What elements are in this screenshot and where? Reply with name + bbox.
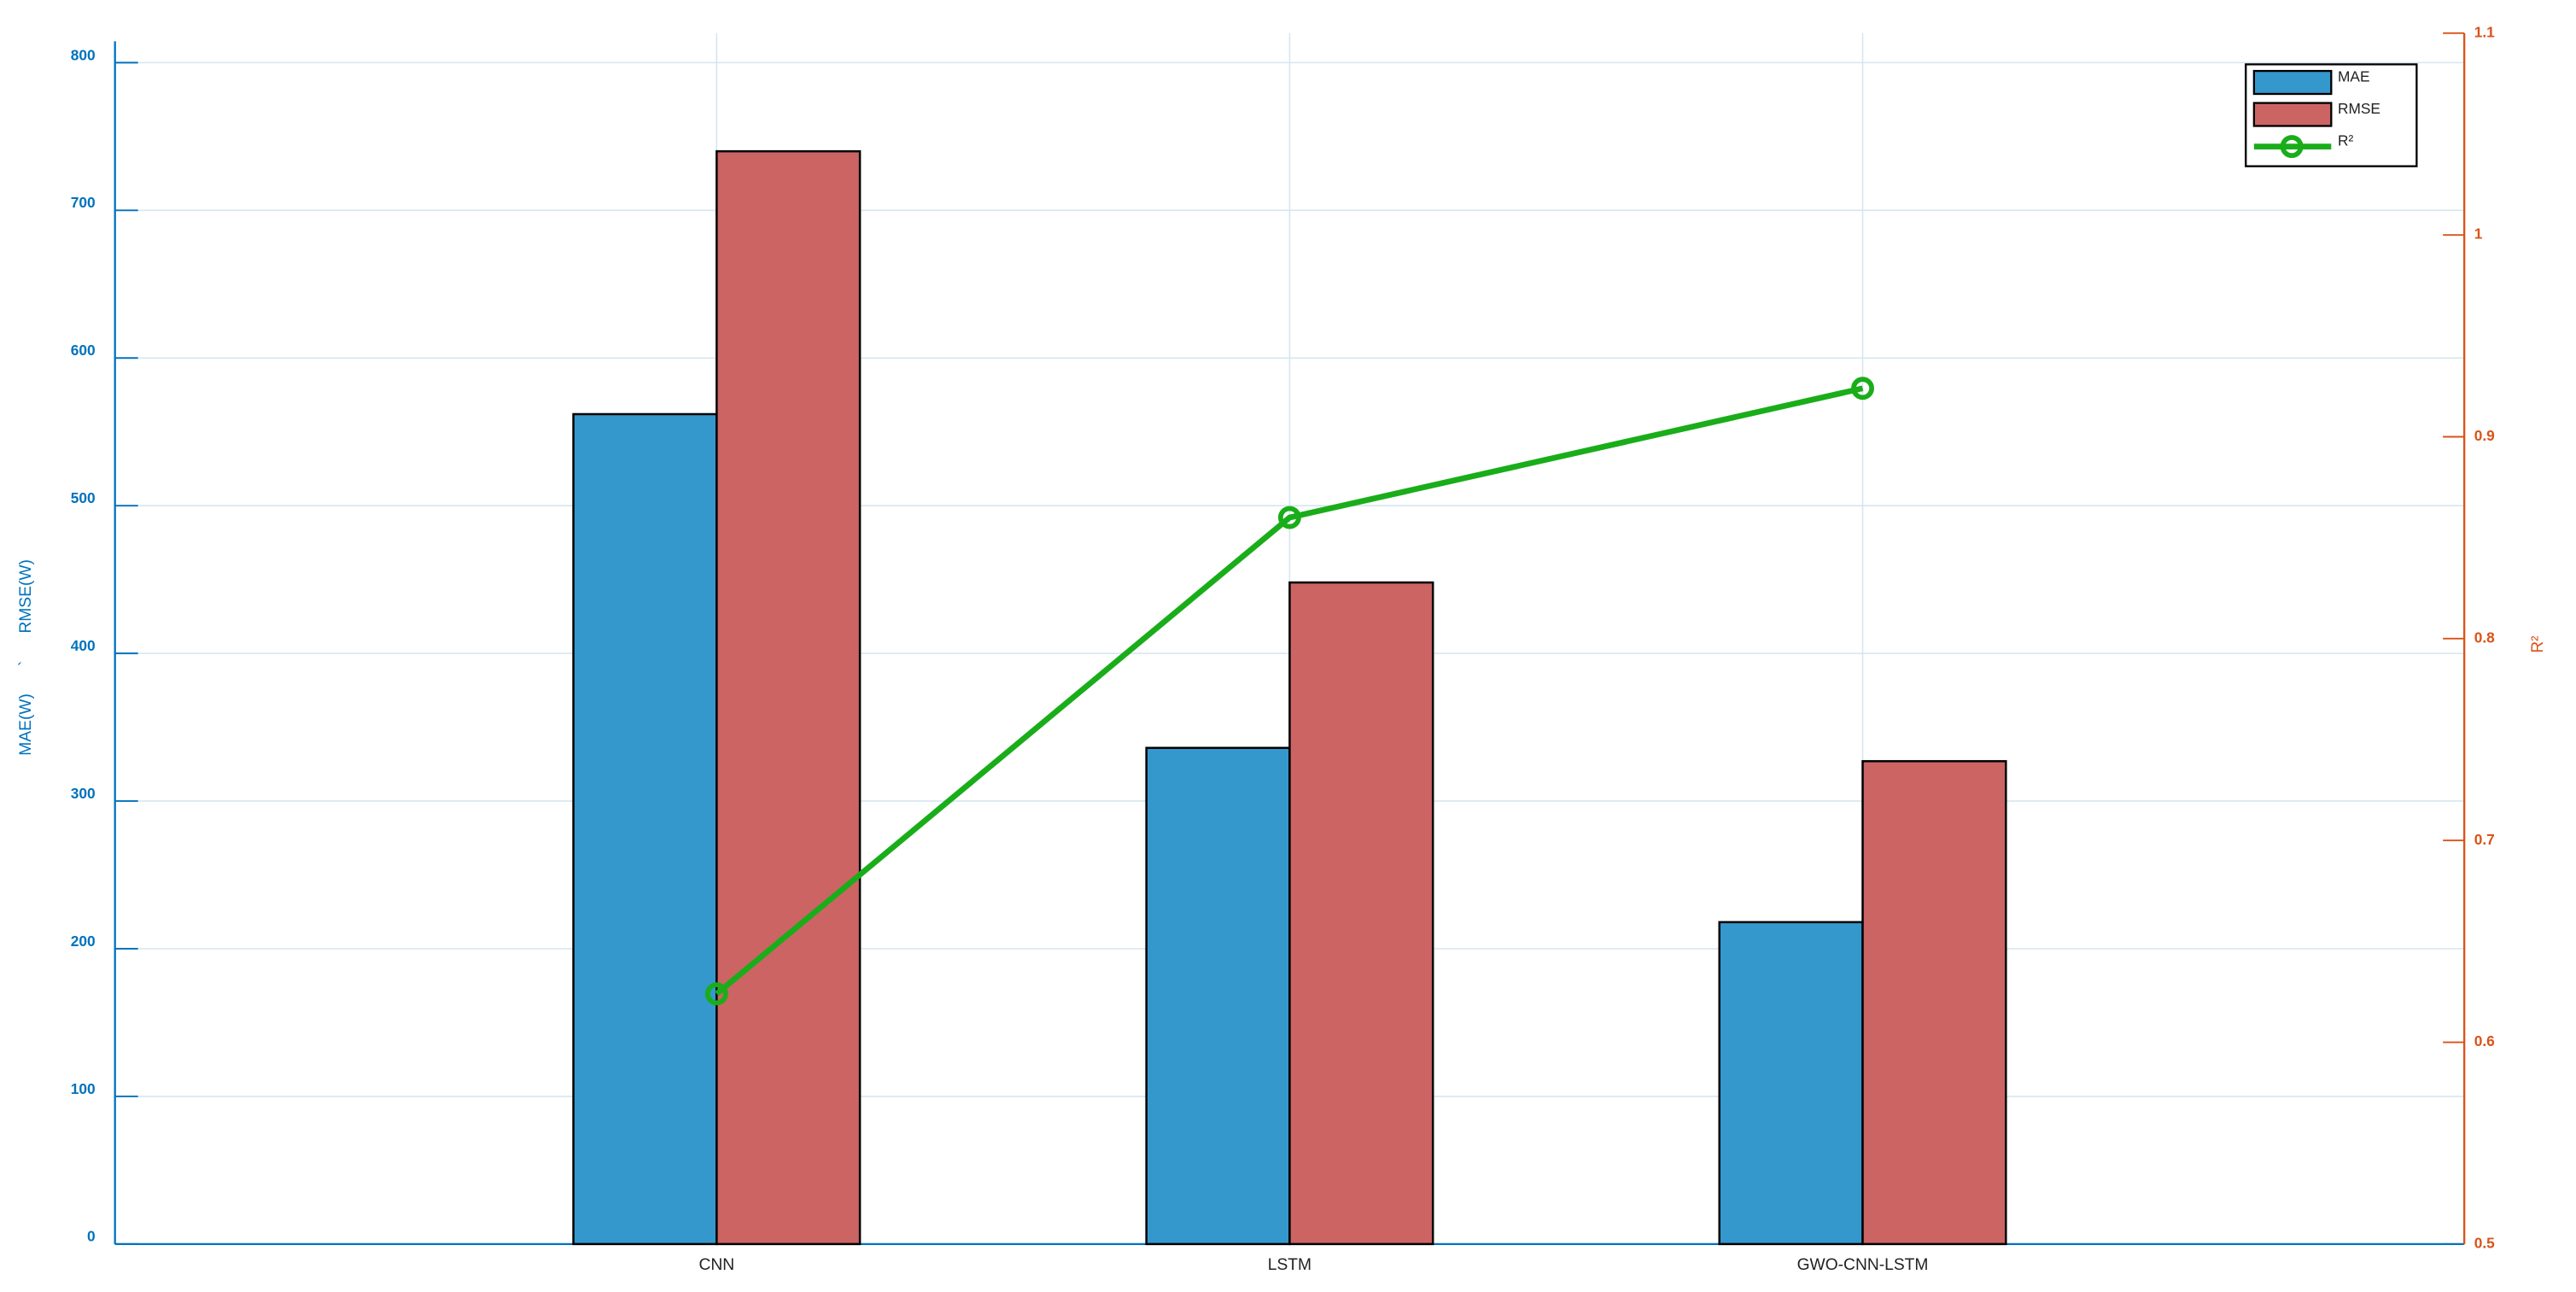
- y2-tick-label: 0.5: [2474, 1234, 2495, 1251]
- y-tick-label: 700: [71, 194, 96, 211]
- bar: [1861, 760, 2007, 1246]
- y2-tick-label: 0.9: [2474, 427, 2495, 444]
- x-tick-label: CNN: [698, 1256, 734, 1274]
- legend-swatch: [2252, 69, 2333, 96]
- y-tick-label: 400: [71, 637, 96, 654]
- legend-swatch: [2252, 102, 2333, 127]
- legend-marker: [2280, 135, 2304, 159]
- bar: [716, 149, 862, 1246]
- y2-tick-label: 1: [2474, 225, 2483, 243]
- y2-tick-label: 0.7: [2474, 831, 2495, 848]
- y-tick-label: 600: [71, 342, 96, 359]
- y2-tick-label: 0.6: [2474, 1032, 2495, 1049]
- bar: [1718, 921, 1864, 1246]
- y-tick-label: 300: [71, 785, 96, 802]
- legend-label: R²: [2338, 132, 2353, 149]
- bar: [1145, 746, 1291, 1246]
- y-tick-label: 800: [71, 46, 96, 63]
- line-marker: [704, 982, 728, 1006]
- y-tick-label: 0: [87, 1228, 96, 1245]
- line: [715, 385, 1864, 997]
- line-marker: [1277, 506, 1301, 529]
- line-marker: [1851, 377, 1874, 400]
- y-tick-label: 500: [71, 489, 96, 506]
- x-tick-label: GWO-CNN-LSTM: [1797, 1256, 1929, 1274]
- x-tick-label: LSTM: [1268, 1256, 1311, 1274]
- y2-axis-label: R²: [2529, 635, 2547, 653]
- y-tick-label: 200: [71, 932, 96, 950]
- legend-label: MAE: [2338, 67, 2369, 85]
- y2-tick-label: 1.1: [2474, 23, 2495, 40]
- bar: [1288, 581, 1434, 1246]
- y-axis-label: MAE(W) ` RMSE(W): [17, 559, 35, 756]
- y2-tick-label: 0.8: [2474, 628, 2495, 646]
- y-tick-label: 100: [71, 1080, 96, 1097]
- legend-label: RMSE: [2338, 100, 2380, 117]
- bar: [572, 412, 718, 1246]
